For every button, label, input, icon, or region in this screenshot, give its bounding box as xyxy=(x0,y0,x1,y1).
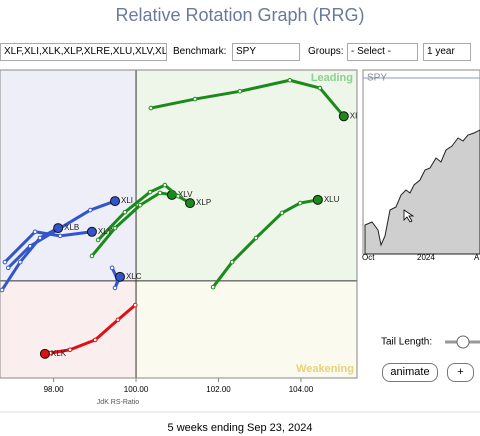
tail-head xyxy=(53,223,64,234)
tail-point xyxy=(162,182,168,188)
tail-point xyxy=(0,287,5,293)
tail xyxy=(96,183,192,242)
tail-point xyxy=(175,193,181,199)
tail-point xyxy=(57,233,63,239)
tail-point xyxy=(5,265,11,271)
series-label: XLRE xyxy=(350,111,371,120)
series-label: XLK xyxy=(51,349,67,358)
x-tick-label: 100.00 xyxy=(124,385,149,394)
tail-head xyxy=(185,198,196,209)
series-label: XLI xyxy=(121,196,133,205)
tail-point xyxy=(89,253,95,259)
series-label: XLU xyxy=(324,195,340,204)
panel-x-label: Oct xyxy=(362,253,375,262)
tail-point xyxy=(253,235,259,241)
series-label: XLV xyxy=(178,190,193,199)
panel-symbol: SPY xyxy=(367,73,387,84)
groups-select[interactable]: - Select - xyxy=(347,43,418,61)
panel-x-label: A xyxy=(474,253,480,262)
symbols-input[interactable]: XLF,XLI,XLK,XLP,XLRE,XLU,XLV,XL xyxy=(0,43,167,61)
tail-point xyxy=(112,225,118,231)
tail xyxy=(149,78,346,118)
series-label: XLP xyxy=(196,198,211,207)
panel-x-label: 2024 xyxy=(417,253,435,262)
tail-point xyxy=(132,302,138,308)
x-tick-label: 98.00 xyxy=(44,385,65,394)
tail-point xyxy=(137,202,143,208)
tail-point xyxy=(17,259,23,265)
tail-head xyxy=(312,194,323,205)
tail-point xyxy=(2,259,8,265)
tail-point xyxy=(147,189,153,195)
tail-point xyxy=(122,209,128,215)
slider-thumb[interactable] xyxy=(456,335,470,349)
plot-border xyxy=(0,69,358,379)
tail-point xyxy=(157,190,163,196)
tail-point xyxy=(279,210,285,216)
x-axis-label: JdK RS-Ratio xyxy=(97,399,140,406)
series-label: XLC xyxy=(126,272,142,281)
tail xyxy=(3,230,94,264)
quadrant-label: Leading xyxy=(311,72,353,84)
tail-point xyxy=(32,229,38,235)
cursor xyxy=(403,209,415,223)
tail-head xyxy=(110,196,121,207)
tail-point xyxy=(109,265,115,271)
tail-point xyxy=(237,88,243,94)
tail-point xyxy=(87,207,93,213)
series-label: XLY xyxy=(98,227,113,236)
tail xyxy=(211,198,320,289)
tail-point xyxy=(92,337,98,343)
tail-point xyxy=(229,259,235,265)
tail-point xyxy=(148,105,154,111)
tail-point xyxy=(297,200,303,206)
plus-button[interactable]: + xyxy=(447,363,474,382)
tail-head xyxy=(86,226,97,237)
tail-point xyxy=(317,85,323,91)
tail-length-label: Tail Length: xyxy=(381,337,432,348)
quadrant-lagging xyxy=(0,280,137,378)
quadrant-improving xyxy=(0,70,137,281)
benchmark-input[interactable]: SPY xyxy=(232,43,300,61)
quadrant-weakening xyxy=(136,280,357,378)
benchmark-price xyxy=(364,129,480,255)
benchmark-label: Benchmark: xyxy=(173,46,227,57)
tail-head xyxy=(114,271,125,282)
tail-point xyxy=(67,347,73,353)
title: Relative Rotation Graph (RRG) xyxy=(115,5,365,25)
x-tick-label: 104.00 xyxy=(289,385,314,394)
tail-point xyxy=(112,285,118,291)
tail-point xyxy=(115,317,121,323)
tail-head xyxy=(338,111,349,122)
tail-point xyxy=(192,96,198,102)
animate-button[interactable]: animate xyxy=(382,363,438,382)
tail-point xyxy=(287,77,293,83)
quadrant-label: Weakening xyxy=(296,363,354,375)
footer: 5 weeks ending Sep 23, 2024 xyxy=(168,422,313,434)
period-select[interactable]: 1 year xyxy=(423,43,471,61)
groups-label: Groups: xyxy=(308,46,344,57)
tail-point xyxy=(210,284,216,290)
tail-point xyxy=(37,235,43,241)
tail-head xyxy=(39,348,50,359)
series-label: XLB xyxy=(64,223,79,232)
x-tick-label: 102.00 xyxy=(206,385,231,394)
tail-point xyxy=(95,237,101,243)
